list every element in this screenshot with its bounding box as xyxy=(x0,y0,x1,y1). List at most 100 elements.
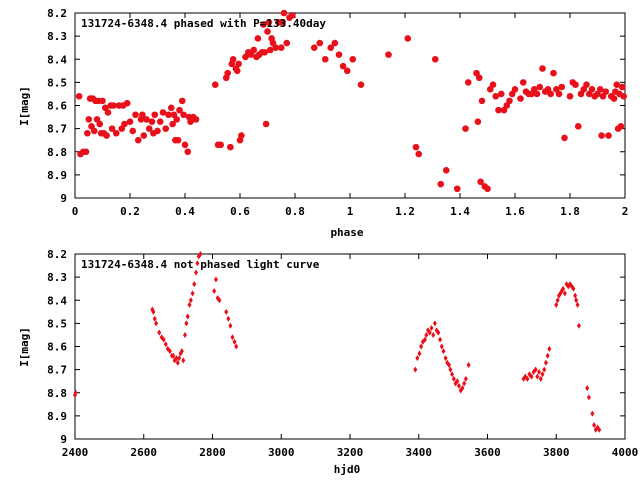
unphased-data-point xyxy=(413,366,418,373)
phased-x-tick-label: 2 xyxy=(622,205,629,218)
unphased-x-tick-label: 2600 xyxy=(131,446,158,459)
phased-x-tick-label: 1 xyxy=(347,205,354,218)
phased-y-tick-label: 9 xyxy=(60,192,67,205)
unphased-data-point xyxy=(190,290,195,297)
unphased-x-tick-label: 3600 xyxy=(474,446,501,459)
phased-y-axis-label: I[mag] xyxy=(18,86,31,126)
unphased-points xyxy=(73,251,602,433)
unphased-y-tick-label: 8.8 xyxy=(47,387,67,400)
unphased-data-point xyxy=(212,288,217,294)
unphased-data-point xyxy=(525,375,530,382)
phased-data-point xyxy=(261,49,269,56)
phased-y-tick-label: 8.3 xyxy=(47,30,67,43)
phased-data-point xyxy=(288,12,296,19)
unphased-data-point xyxy=(450,371,455,378)
phased-data-point xyxy=(495,106,502,114)
unphased-data-point xyxy=(175,359,180,366)
phased-data-point xyxy=(357,81,365,88)
unphased-data-point xyxy=(533,366,538,373)
phased-data-point xyxy=(143,116,150,123)
phased-data-point xyxy=(82,148,90,156)
unphased-data-point xyxy=(195,260,200,267)
unphased-y-tick-label: 8.5 xyxy=(47,317,67,330)
phased-data-point xyxy=(539,65,546,72)
phased-data-point xyxy=(283,39,291,47)
phased-data-point xyxy=(96,120,104,128)
phased-data-point xyxy=(132,111,139,119)
phased-y-tick-label: 8.9 xyxy=(47,169,67,182)
unphased-data-point xyxy=(462,380,467,387)
phased-data-point xyxy=(178,97,186,105)
phased-data-point xyxy=(112,129,120,137)
unphased-data-point xyxy=(538,375,543,382)
unphased-data-point xyxy=(590,410,595,417)
unphased-data-point xyxy=(185,313,190,320)
phased-data-point xyxy=(327,44,335,51)
phased-data-point xyxy=(184,148,192,156)
unphased-data-point xyxy=(224,308,229,315)
unphased-data-point xyxy=(576,322,581,329)
unphased-data-point xyxy=(466,362,471,368)
phased-x-tick-label: 1.8 xyxy=(560,205,580,218)
unphased-panel: 2400 2600 2800 3000 3200 3400 3600 3800 4000 8.2 8… xyxy=(18,248,638,476)
phased-data-point xyxy=(264,28,271,35)
phased-data-point xyxy=(104,109,112,116)
phased-data-point xyxy=(404,35,412,42)
phased-data-point xyxy=(156,118,164,125)
phased-data-point xyxy=(478,97,486,105)
unphased-data-point xyxy=(542,366,547,373)
phased-data-point xyxy=(550,69,557,77)
phased-data-point xyxy=(192,116,200,123)
unphased-y-tick-label: 8.2 xyxy=(47,248,67,261)
phased-data-point xyxy=(99,97,106,105)
phased-data-point xyxy=(235,60,242,68)
unphased-data-point xyxy=(451,375,456,382)
unphased-data-point xyxy=(448,366,453,373)
unphased-data-point xyxy=(547,345,552,352)
unphased-y-tick-label: 9 xyxy=(60,433,67,446)
unphased-y-tick-label: 8.7 xyxy=(47,364,67,377)
phased-data-point xyxy=(605,132,612,139)
unphased-data-point xyxy=(157,329,162,336)
unphased-data-point xyxy=(431,331,436,338)
unphased-x-tick-label: 3200 xyxy=(337,446,364,459)
phased-data-point xyxy=(310,44,318,51)
phased-data-point xyxy=(108,125,116,132)
phased-data-point xyxy=(555,90,563,98)
unphased-data-point xyxy=(460,385,465,392)
phased-data-point xyxy=(598,132,605,139)
phased-data-point xyxy=(533,90,541,98)
phased-data-point xyxy=(272,44,280,51)
phased-data-point xyxy=(588,86,596,93)
phased-data-point xyxy=(169,120,176,128)
unphased-data-point xyxy=(194,269,198,276)
unphased-data-point xyxy=(192,281,197,288)
phased-data-point xyxy=(572,81,579,88)
unphased-data-point xyxy=(187,301,192,308)
phased-data-point xyxy=(620,92,627,100)
unphased-data-point xyxy=(441,348,446,355)
phased-data-point xyxy=(227,143,234,151)
unphased-data-point xyxy=(592,422,597,429)
phased-data-point xyxy=(224,69,231,77)
phased-data-point xyxy=(238,132,245,139)
phased-data-point xyxy=(277,44,285,51)
unphased-data-point xyxy=(429,325,434,331)
unphased-data-point xyxy=(424,331,429,338)
unphased-data-point xyxy=(163,341,168,348)
unphased-x-tick-label: 3400 xyxy=(406,446,433,459)
unphased-data-point xyxy=(179,348,184,355)
phased-data-point xyxy=(475,74,483,82)
phased-data-point xyxy=(321,55,329,63)
phased-data-point xyxy=(618,83,626,91)
unphased-data-point xyxy=(574,297,579,304)
phased-data-point xyxy=(217,141,225,149)
phased-data-point xyxy=(121,120,128,128)
phased-data-point xyxy=(477,178,484,186)
phased-data-point xyxy=(484,185,491,193)
phased-x-tick-label: 0.4 xyxy=(175,205,195,218)
unphased-data-point xyxy=(177,355,182,362)
phased-data-point xyxy=(279,18,286,26)
phased-x-tick-label: 1.6 xyxy=(505,205,525,218)
